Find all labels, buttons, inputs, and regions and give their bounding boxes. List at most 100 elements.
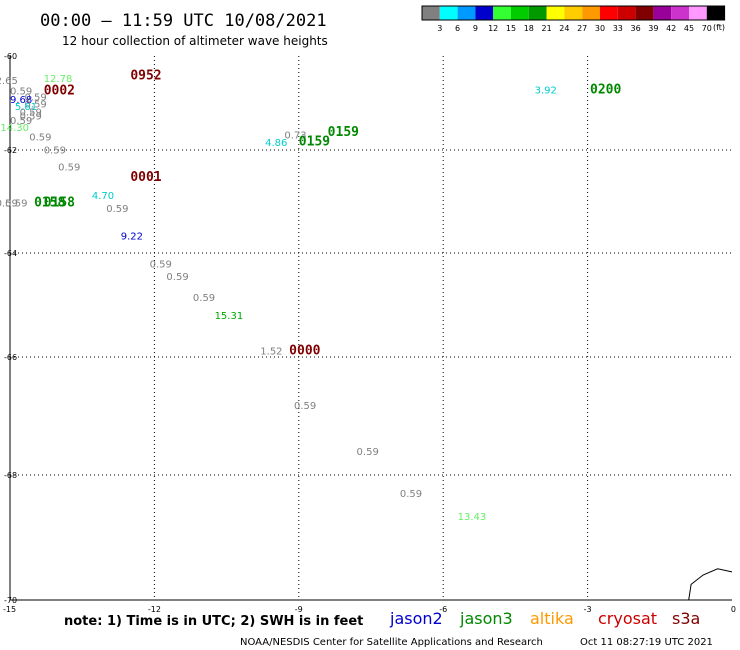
colorbar-swatch [422,6,440,20]
x-tick-label: -15 [3,605,16,614]
wave-height-label: 0.59 [166,272,188,283]
chart-subtitle: 12 hour collection of altimeter wave hei… [62,34,328,48]
x-tick-label: -9 [295,605,303,614]
satellite-legend-jason3: jason3 [459,609,513,628]
colorbar-swatch [706,6,725,20]
wave-height-label: 12.78 [44,74,73,85]
y-tick-label: -68 [4,471,17,480]
wave-height-label: 2.65 [0,76,18,87]
y-tick-label: -70 [4,596,17,605]
pass-time-label: 0952 [130,69,161,84]
antarctic-coastline [688,568,733,601]
wave-height-label: 0.59 [24,100,46,111]
wave-height-label: 3.92 [535,86,557,97]
colorbar-label: 36 [631,24,641,33]
colorbar-legend: 3 6 9 12 15 18 21 24 27 30 33 36 39 42 45 70 [421,5,726,33]
colorbar-swatch [475,6,494,20]
colorbar-swatch [439,6,458,20]
wave-height-label: 0.59 [294,401,316,412]
x-tick-label: -12 [148,605,161,614]
colorbar-label: 3 [437,24,442,33]
colorbar-swatch [689,6,707,20]
wave-height-label: 0.59 [5,199,27,210]
wave-height-label: 0.59 [44,146,66,157]
colorbar-swatch [671,6,689,20]
pass-time-label: 0002 [44,84,75,99]
colorbar-swatch [653,6,672,20]
colorbar-swatch [564,6,583,20]
grid-lines [10,56,732,600]
colorbar-label: 27 [577,24,587,33]
wave-height-label: 0.59 [357,447,379,458]
pass-time-label: 0200 [590,83,621,98]
colorbar-label: 21 [542,24,552,33]
wave-height-label: 14.30 [0,123,29,134]
colorbar-swatch [582,6,600,20]
colorbar-swatch [600,6,618,20]
generated-timestamp: Oct 11 08:27:19 UTC 2021 [580,637,713,648]
plot-background [10,56,732,600]
colorbar-label: 9 [473,24,478,33]
satellite-legend-cryosat: cryosat [598,609,657,628]
colorbar-swatch [635,6,654,20]
wave-height-label: 0.59 [10,87,32,98]
colorbar-swatch [457,6,476,20]
colorbar-label: 39 [648,24,658,33]
colorbar-label: 33 [613,24,623,33]
wave-height-label: 0.59 [0,199,18,210]
wave-height-label: 5.61 [15,102,37,113]
credit-text: NOAA/NESDIS Center for Satellite Applica… [240,637,543,648]
wave-height-label: 0.59 [106,204,128,215]
wave-height-label: 0.59 [29,133,51,144]
wave-height-label: 13.43 [458,512,487,523]
x-tick-label: -3 [584,605,592,614]
wave-height-label: 0.59 [58,163,80,174]
colorbar-label: 18 [524,24,534,33]
x-tick-label: 0 [731,605,736,614]
pass-time-label: 0158 [34,196,65,211]
colorbar-swatch [528,6,547,20]
colorbar-label: 24 [559,24,569,33]
wave-height-label: 0.59 [193,293,215,304]
satellite-legend: jason2 jason3 altika cryosat s3a [389,609,700,628]
colorbar-unit: (ft) [713,23,725,32]
x-tick-label: -6 [439,605,447,614]
chart-title: 00:00 – 11:59 UTC 10/08/2021 [40,11,327,31]
satellite-legend-jason2: jason2 [389,609,443,628]
satellite-legend-altika: altika [530,609,574,628]
pass-time-label: 0159 [328,125,359,140]
colorbar-label: 30 [595,24,605,33]
wave-height-label: 0.59 [10,116,32,127]
colorbar-label: 70 [702,24,712,33]
tick-labels: -15 -12 -9 -6 -3 0 -60 -62 -64 -66 -68 -70 [3,52,736,614]
colorbar-swatch [511,6,529,20]
wave-height-label: 0.59 [20,111,42,122]
colorbar-swatch [617,6,636,20]
pass-time-label: 0158 [44,196,75,211]
wave-height-label: 0.59 [20,108,42,119]
colorbar-label: 45 [684,24,694,33]
wave-height-label: 4.70 [92,191,114,202]
wave-height-label: 0.73 [284,130,306,141]
plot-area: -15 -12 -9 -6 -3 0 -60 -62 -64 -66 -68 -70 12.78 0.5… [0,52,736,614]
data-marks: 12.780.592.650.599.680.595.610.590.590.5… [0,69,621,524]
wave-height-label: 0.59 [24,93,46,104]
y-tick-label: -64 [4,249,17,258]
wave-height-label: 1.52 [260,346,282,357]
wave-height-label: 4.86 [265,138,287,149]
colorbar-label: 42 [666,24,676,33]
wave-height-label: 9.68 [10,95,32,106]
colorbar-label: 15 [506,24,516,33]
y-tick-label: -66 [4,353,17,362]
colorbar-label: 6 [455,24,460,33]
footer-note: note: 1) Time is in UTC; 2) SWH is in fe… [64,614,363,629]
colorbar-swatch [493,6,511,20]
pass-time-label: 0159 [299,134,330,149]
wave-height-label: 0.59 [400,489,422,500]
wave-height-label: 0.59 [150,260,172,271]
y-tick-label: -60 [4,52,17,61]
pass-time-label: 0001 [130,170,161,185]
colorbar-swatch [546,6,565,20]
satellite-legend-s3a: s3a [672,609,700,628]
